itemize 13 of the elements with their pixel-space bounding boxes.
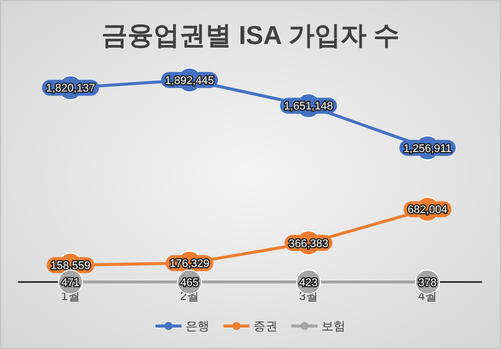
legend-label: 보험 [322, 319, 346, 333]
data-label: 1,651,148 [284, 100, 333, 113]
data-label: 471 [61, 276, 80, 289]
legend-label: 은행 [186, 319, 210, 333]
data-label: 378 [418, 276, 437, 289]
data-label: 158,559 [50, 260, 90, 272]
data-label: 1,820,137 [46, 82, 95, 95]
chart-title: 금융업권별 ISA 가입자 수 [101, 20, 400, 50]
data-label: 682,004 [408, 204, 448, 216]
data-label: 423 [299, 276, 318, 289]
legend-label: 증권 [254, 319, 278, 333]
data-label: 465 [180, 276, 199, 289]
data-label: 176,329 [170, 258, 210, 270]
